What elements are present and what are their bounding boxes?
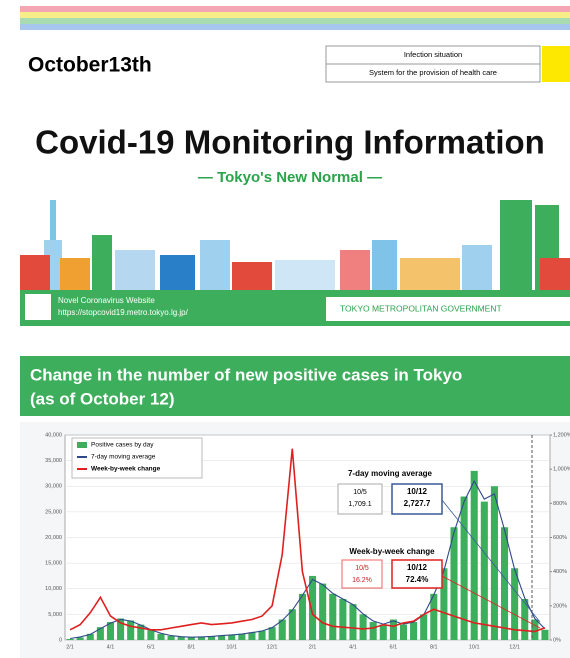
bar bbox=[390, 620, 397, 641]
y2-tick-label: 1,200% bbox=[553, 432, 570, 438]
callout-title: 7-day moving average bbox=[348, 469, 433, 478]
bar bbox=[400, 625, 407, 640]
y2-tick-label: 800% bbox=[553, 501, 567, 507]
bar bbox=[541, 630, 548, 640]
bar bbox=[67, 639, 74, 640]
bar bbox=[168, 636, 175, 640]
y-tick-label: 10,000 bbox=[45, 586, 62, 592]
bar bbox=[380, 625, 387, 640]
y-tick-label: 25,000 bbox=[45, 509, 62, 515]
bar bbox=[501, 527, 508, 640]
legend-swatch bbox=[77, 442, 87, 448]
x-tick-label: 6/1 bbox=[390, 644, 398, 650]
stripe bbox=[20, 24, 570, 30]
y-tick-label: 30,000 bbox=[45, 484, 62, 490]
page: October13th Infection situation System f… bbox=[0, 0, 570, 658]
date: October13th bbox=[28, 54, 152, 77]
website-label: Novel Coronavirus Website bbox=[58, 296, 155, 305]
y-tick-label: 5,000 bbox=[48, 612, 62, 618]
bar bbox=[370, 622, 377, 640]
bar bbox=[471, 471, 478, 640]
bar bbox=[299, 594, 306, 640]
bar bbox=[147, 630, 154, 640]
bar bbox=[410, 622, 417, 640]
x-tick-label: 2/1 bbox=[66, 644, 74, 650]
bar bbox=[360, 614, 367, 640]
y2-tick-label: 400% bbox=[553, 569, 567, 575]
bar bbox=[289, 609, 296, 640]
callout-text: 10/12 bbox=[407, 487, 428, 496]
bar bbox=[157, 634, 164, 640]
section-heading: Change in the number of new positive cas… bbox=[30, 365, 462, 384]
callout-text: 10/5 bbox=[353, 489, 367, 496]
y-tick-label: 40,000 bbox=[45, 432, 62, 438]
bar bbox=[269, 627, 276, 640]
qr-code bbox=[25, 294, 51, 320]
website-url: https://stopcovid19.metro.tokyo.lg.jp/ bbox=[58, 308, 189, 317]
bar bbox=[188, 637, 195, 640]
x-tick-label: 4/1 bbox=[349, 644, 357, 650]
legend-item: System for the provision of health care bbox=[369, 68, 497, 77]
callout-text: 1,709.1 bbox=[348, 501, 371, 508]
y2-tick-label: 200% bbox=[553, 603, 567, 609]
callout-text: 72.4% bbox=[406, 575, 429, 584]
x-tick-label: 4/1 bbox=[107, 644, 115, 650]
y-tick-label: 15,000 bbox=[45, 561, 62, 567]
government: TOKYO METROPOLITAN GOVERNMENT bbox=[340, 303, 502, 313]
bar bbox=[481, 502, 488, 640]
x-tick-label: 8/1 bbox=[187, 644, 195, 650]
legend: Positive cases by day 7-day moving averag… bbox=[72, 438, 202, 478]
x-tick-label: 2/1 bbox=[309, 644, 317, 650]
bar bbox=[339, 599, 346, 640]
x-tick-label: 10/1 bbox=[469, 644, 480, 650]
y2-tick-label: 0% bbox=[553, 637, 561, 643]
bar bbox=[178, 637, 185, 640]
x-tick-label: 12/1 bbox=[267, 644, 278, 650]
bar bbox=[329, 594, 336, 640]
callout-text: 16.2% bbox=[352, 577, 372, 584]
bar bbox=[319, 584, 326, 640]
bar bbox=[491, 486, 498, 640]
stripe bbox=[20, 18, 570, 24]
bar bbox=[258, 631, 265, 640]
legend-label: Positive cases by day bbox=[91, 442, 154, 449]
title: Covid-19 Monitoring Information bbox=[35, 124, 545, 161]
bar bbox=[228, 635, 235, 640]
stripe bbox=[20, 12, 570, 18]
legend-label: Week-by-week change bbox=[91, 466, 161, 473]
legend-item: Infection situation bbox=[404, 50, 462, 59]
x-tick-label: 6/1 bbox=[147, 644, 155, 650]
bar bbox=[420, 614, 427, 640]
x-tick-label: 8/1 bbox=[430, 644, 438, 650]
bar bbox=[127, 621, 134, 640]
subtitle: — Tokyo's New Normal — bbox=[198, 169, 382, 186]
callout-text: 10/5 bbox=[355, 565, 369, 572]
legend-swatch bbox=[542, 46, 570, 82]
y2-tick-label: 600% bbox=[553, 535, 567, 541]
bar bbox=[309, 576, 316, 640]
y-tick-label: 0 bbox=[59, 637, 62, 643]
bar bbox=[349, 604, 356, 640]
legend-label: 7-day moving average bbox=[91, 454, 156, 461]
section-subheading: (as of October 12) bbox=[30, 389, 175, 408]
x-tick-label: 12/1 bbox=[509, 644, 520, 650]
y-tick-label: 20,000 bbox=[45, 535, 62, 541]
callout-text: 10/12 bbox=[407, 563, 428, 572]
x-tick-label: 10/1 bbox=[226, 644, 237, 650]
stripe bbox=[20, 6, 570, 12]
y-tick-label: 35,000 bbox=[45, 458, 62, 464]
callout-title: Week-by-week change bbox=[349, 547, 435, 556]
y2-tick-label: 1,000% bbox=[553, 467, 570, 473]
callout-text: 2,727.7 bbox=[404, 499, 431, 508]
